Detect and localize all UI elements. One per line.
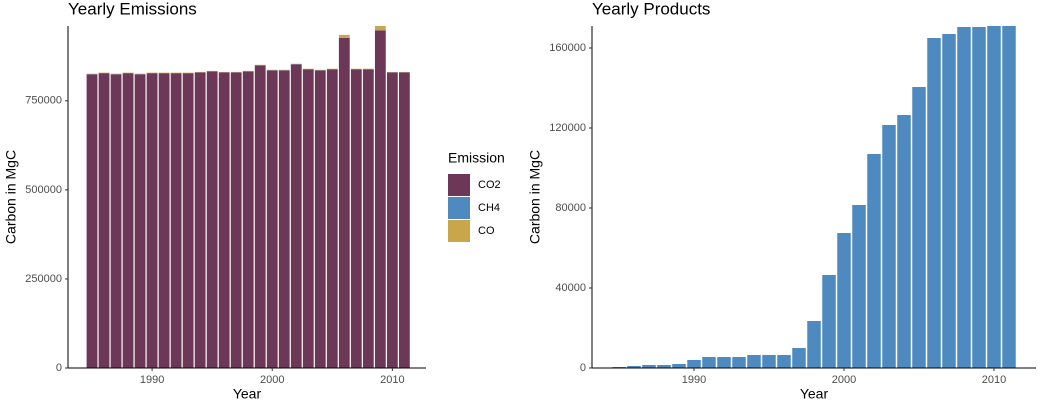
legend-label: CO [478, 225, 495, 237]
chart-title: Yearly Emissions [68, 0, 197, 18]
x-tick-label: 1990 [682, 374, 706, 386]
bar [702, 357, 716, 368]
bar [158, 73, 170, 368]
y-tick-label: 500000 [25, 184, 62, 196]
bar [374, 26, 386, 31]
bar [338, 34, 350, 38]
bar [326, 69, 338, 369]
x-tick-label: 2010 [380, 374, 404, 386]
bar [182, 73, 194, 368]
bar [110, 74, 122, 368]
bar [146, 73, 158, 368]
bar [254, 65, 266, 368]
bar [170, 73, 182, 368]
x-tick-label: 1990 [140, 374, 164, 386]
bar [717, 357, 731, 368]
bar [266, 70, 278, 369]
bar [134, 74, 146, 368]
bar [822, 275, 836, 368]
y-tick-label: 0 [580, 362, 586, 374]
bar [672, 364, 686, 368]
bar [398, 72, 410, 368]
bar [302, 69, 314, 369]
x-axis-label: Year [800, 386, 829, 402]
bar [242, 71, 254, 368]
bar [98, 73, 110, 368]
bar [882, 125, 896, 368]
legend-key [448, 197, 470, 219]
legend-label: CH4 [478, 202, 500, 214]
y-axis-label: Carbon in MgC [3, 150, 19, 244]
bar [972, 27, 986, 368]
bar [1002, 26, 1016, 368]
bar [942, 34, 956, 368]
y-tick-label: 80000 [555, 202, 586, 214]
bar [852, 205, 866, 368]
bar [338, 37, 350, 368]
bar [867, 154, 881, 368]
bar [206, 71, 218, 368]
chart-title: Yearly Products [592, 0, 710, 18]
bar [374, 30, 386, 368]
x-tick-label: 2000 [832, 374, 856, 386]
bar [837, 233, 851, 368]
bar [912, 87, 926, 368]
y-tick-label: 750000 [25, 95, 62, 107]
bar [642, 365, 656, 368]
y-tick-label: 250000 [25, 273, 62, 285]
bar [122, 73, 134, 368]
bar [194, 72, 206, 368]
bar [897, 115, 911, 368]
bar [987, 26, 1001, 368]
bar [230, 72, 242, 368]
y-tick-label: 160000 [549, 42, 586, 54]
legend-key [448, 174, 470, 196]
y-tick-label: 40000 [555, 282, 586, 294]
legend-label: CO2 [478, 179, 501, 191]
bar [290, 64, 302, 368]
bar [218, 72, 230, 368]
bar [927, 38, 941, 368]
bar [657, 365, 671, 368]
y-tick-label: 0 [56, 362, 62, 374]
bar [732, 357, 746, 368]
bar [627, 366, 641, 368]
bar [86, 74, 98, 368]
bar [747, 355, 761, 368]
x-axis-label: Year [233, 386, 262, 402]
x-tick-label: 2010 [982, 374, 1006, 386]
bar [362, 69, 374, 369]
bar [687, 360, 701, 368]
bar [792, 348, 806, 368]
y-tick-label: 120000 [549, 122, 586, 134]
legend-key [448, 220, 470, 242]
bar [386, 72, 398, 368]
bar [807, 321, 821, 368]
x-tick-label: 2000 [260, 374, 284, 386]
bar [314, 70, 326, 369]
bar [762, 355, 776, 368]
bar [278, 70, 290, 369]
bar [777, 355, 791, 368]
bar [350, 69, 362, 369]
y-axis-label: Carbon in MgC [527, 150, 543, 244]
legend-title: Emission [448, 150, 505, 166]
bar [957, 27, 971, 368]
